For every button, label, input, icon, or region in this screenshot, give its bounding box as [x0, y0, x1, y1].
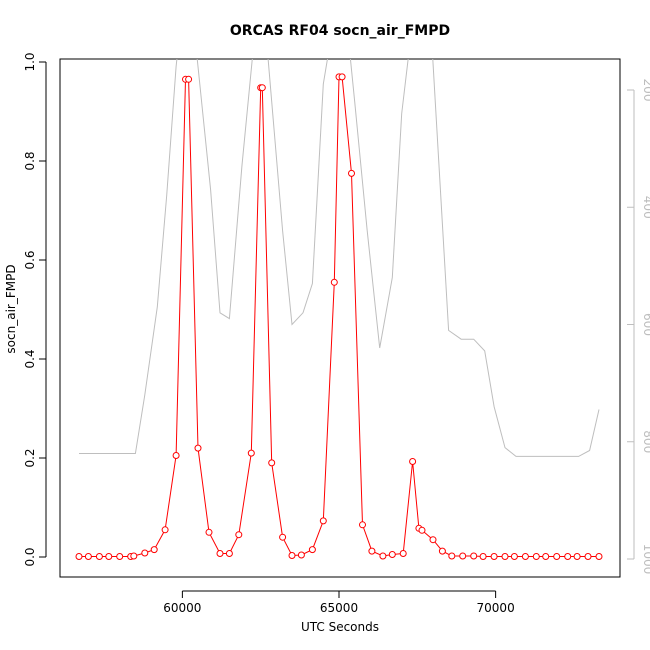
data-point [564, 553, 572, 560]
chart-title: ORCAS RF04 socn_air_FMPD [230, 23, 450, 39]
x-tick-label: 70000 [477, 601, 515, 615]
data-point [510, 553, 518, 560]
data-point [95, 553, 103, 560]
data-point [409, 458, 417, 465]
data-point [330, 278, 338, 286]
data-point [225, 550, 233, 557]
data-point [247, 449, 255, 457]
data-point [308, 546, 316, 554]
data-point [490, 553, 498, 560]
y-tick-label: 0.8 [23, 151, 37, 170]
y-tick-label: 0.4 [23, 349, 37, 368]
data-point [130, 552, 138, 560]
data-point [185, 75, 193, 83]
data-point [194, 444, 202, 452]
x-tick-label: 65000 [320, 601, 358, 615]
data-point [359, 521, 366, 529]
data-point [459, 552, 467, 560]
data-point [470, 552, 478, 560]
plot-frame [59, 58, 621, 578]
y-axis-left: 0.0 0.2 0.4 0.6 0.8 1.0 [23, 52, 47, 567]
data-point [161, 526, 169, 534]
y-axis-label: socn_air_FMPD [4, 264, 18, 353]
data-point [418, 526, 426, 534]
data-point [319, 517, 327, 525]
x-tick-label: 60000 [163, 601, 201, 615]
x-axis: 60000 65000 70000 [163, 590, 515, 615]
data-point [438, 547, 446, 555]
y-tick-label: 0.2 [23, 448, 37, 467]
data-point [288, 552, 296, 559]
series-secondary-line [79, 59, 600, 457]
y-tick-label: 1.0 [23, 52, 37, 71]
data-point [553, 553, 561, 560]
x-axis-label: UTC Seconds [301, 620, 379, 634]
data-point [429, 536, 437, 544]
data-point [141, 549, 149, 557]
data-point [172, 452, 180, 459]
secondary-series-line [79, 59, 600, 457]
data-point [84, 553, 92, 560]
data-point [532, 553, 540, 560]
data-point [388, 551, 396, 558]
y2-tick-label: 800 [641, 430, 650, 453]
data-point [150, 546, 158, 554]
y2-tick-label: 200 [641, 79, 650, 102]
y-tick-label: 0.0 [23, 547, 37, 566]
data-point [501, 553, 509, 560]
y-tick-label: 0.6 [23, 250, 37, 269]
y2-tick-label: 400 [641, 196, 650, 219]
data-point [279, 533, 287, 541]
data-point [595, 553, 603, 560]
data-point [399, 550, 407, 557]
data-point [521, 553, 529, 560]
data-point [268, 459, 276, 467]
data-point [348, 169, 355, 177]
data-point [573, 553, 581, 560]
data-point [258, 84, 266, 92]
data-point [297, 551, 305, 559]
data-point [379, 552, 387, 560]
data-point [216, 550, 224, 557]
data-point [116, 553, 124, 560]
data-point [105, 553, 113, 560]
y2-tick-label: 1000 [641, 544, 650, 575]
main-series-line [79, 76, 599, 557]
data-point [584, 553, 592, 560]
series-main [75, 73, 603, 560]
data-point [205, 528, 213, 536]
data-point [235, 531, 243, 539]
data-point [479, 553, 487, 560]
data-point [448, 552, 456, 560]
data-point [338, 73, 346, 81]
y2-tick-label: 600 [641, 313, 650, 336]
data-point [368, 547, 376, 555]
data-point [75, 553, 83, 560]
data-point [542, 553, 550, 560]
y-axis-right: 200 400 600 800 1000 [627, 79, 650, 575]
